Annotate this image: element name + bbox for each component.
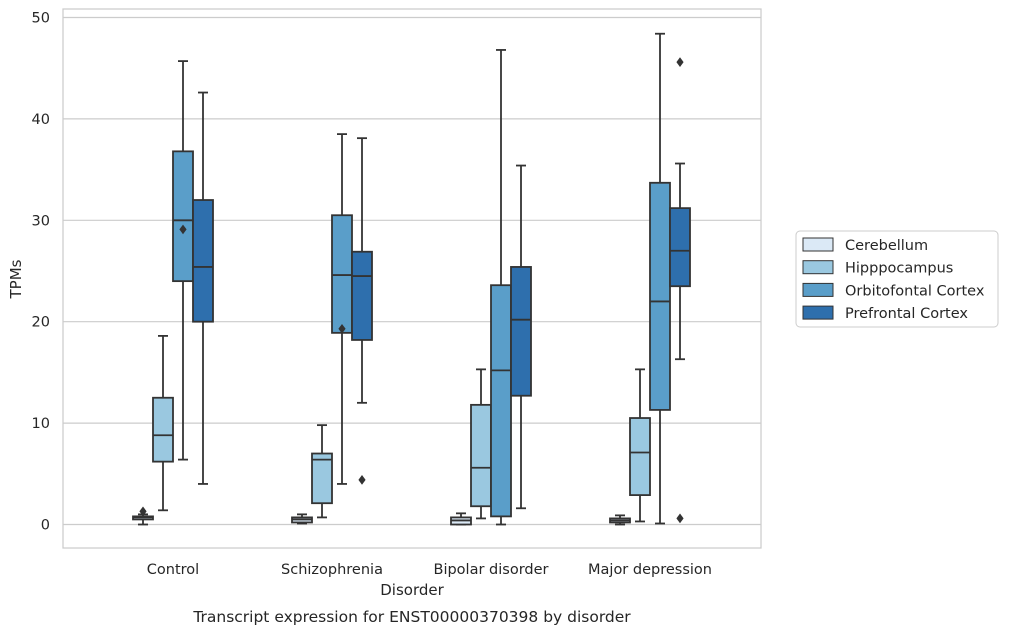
box-bipolar-disorder-prefrontal-cortex	[510, 164, 532, 510]
legend-item-hipppocampus: Hipppocampus	[802, 260, 953, 277]
box-major-depression-prefrontal-cortex	[669, 57, 691, 524]
box-bipolar-disorder-orbitofontal-cortex	[490, 49, 512, 526]
y-tick-label: 50	[32, 11, 50, 27]
box-iqr	[152, 396, 174, 463]
box-iqr	[192, 199, 214, 323]
outlier-point	[139, 506, 147, 517]
legend-label: Prefrontal Cortex	[845, 306, 968, 322]
box-iqr	[510, 266, 532, 397]
box-schizophrenia-cerebellum	[291, 513, 313, 525]
box-iqr	[311, 452, 333, 505]
box-schizophrenia-prefrontal-cortex	[351, 137, 373, 485]
legend-swatch	[802, 282, 834, 297]
box-bipolar-disorder-hipppocampus	[470, 368, 492, 520]
y-tick-label: 30	[32, 213, 50, 229]
box-major-depression-cerebellum	[609, 514, 631, 526]
box-iqr	[669, 207, 691, 288]
x-tick-label-schizophrenia: Schizophrenia	[281, 562, 383, 578]
legend-swatch	[802, 260, 834, 275]
legend-swatch	[802, 305, 834, 320]
box-iqr	[470, 403, 492, 508]
box-control-prefrontal-cortex	[192, 91, 214, 485]
y-tick-label: 20	[32, 315, 50, 331]
box-iqr	[172, 150, 194, 283]
box-control-cerebellum	[132, 506, 154, 526]
box-bipolar-disorder-cerebellum	[450, 512, 472, 526]
box-iqr	[649, 181, 671, 411]
boxes	[132, 32, 691, 526]
box-iqr	[351, 250, 373, 341]
plot-frame	[62, 8, 762, 549]
legend-item-cerebellum: Cerebellum	[802, 237, 928, 254]
x-tick-label-major-depression: Major depression	[588, 562, 712, 578]
legend-item-prefrontal-cortex: Prefrontal Cortex	[802, 305, 968, 322]
tick-labels: 0 10 20 30 40 50 Control Schizophrenia Bipolar d…	[32, 11, 712, 579]
x-axis-label: Disorder	[380, 581, 444, 599]
box-iqr	[490, 284, 512, 518]
legend-item-orbitofontal-cortex: Orbitofontal Cortex	[802, 282, 985, 299]
box-iqr	[331, 214, 353, 334]
legend-swatch	[802, 237, 834, 252]
box-major-depression-orbitofontal-cortex	[649, 32, 671, 525]
box-iqr	[629, 417, 651, 496]
x-tick-label-control: Control	[147, 562, 199, 578]
outlier-point	[358, 475, 366, 485]
legend-label: Orbitofontal Cortex	[845, 283, 985, 299]
x-tick-label-bipolar-disorder: Bipolar disorder	[434, 562, 549, 578]
outlier-point	[179, 224, 187, 235]
legend-label: Cerebellum	[845, 238, 928, 254]
chart-caption: Transcript expression for ENST0000037039…	[192, 608, 631, 626]
box-major-depression-hipppocampus	[629, 368, 651, 523]
legend: Cerebellum Hipppocampus Orbitofontal Corte…	[795, 230, 999, 328]
y-tick-label: 0	[41, 518, 50, 534]
outlier-point	[676, 57, 684, 67]
legend-frame	[795, 230, 999, 328]
y-tick-label: 40	[32, 112, 50, 128]
box-control-hipppocampus	[152, 334, 174, 512]
box-schizophrenia-hipppocampus	[311, 424, 333, 519]
y-tick-label: 10	[32, 416, 50, 432]
y-axis-label: TPMs	[7, 259, 25, 299]
legend-label: Hipppocampus	[845, 261, 953, 277]
outlier-point	[676, 513, 684, 524]
outlier-point	[338, 323, 346, 334]
